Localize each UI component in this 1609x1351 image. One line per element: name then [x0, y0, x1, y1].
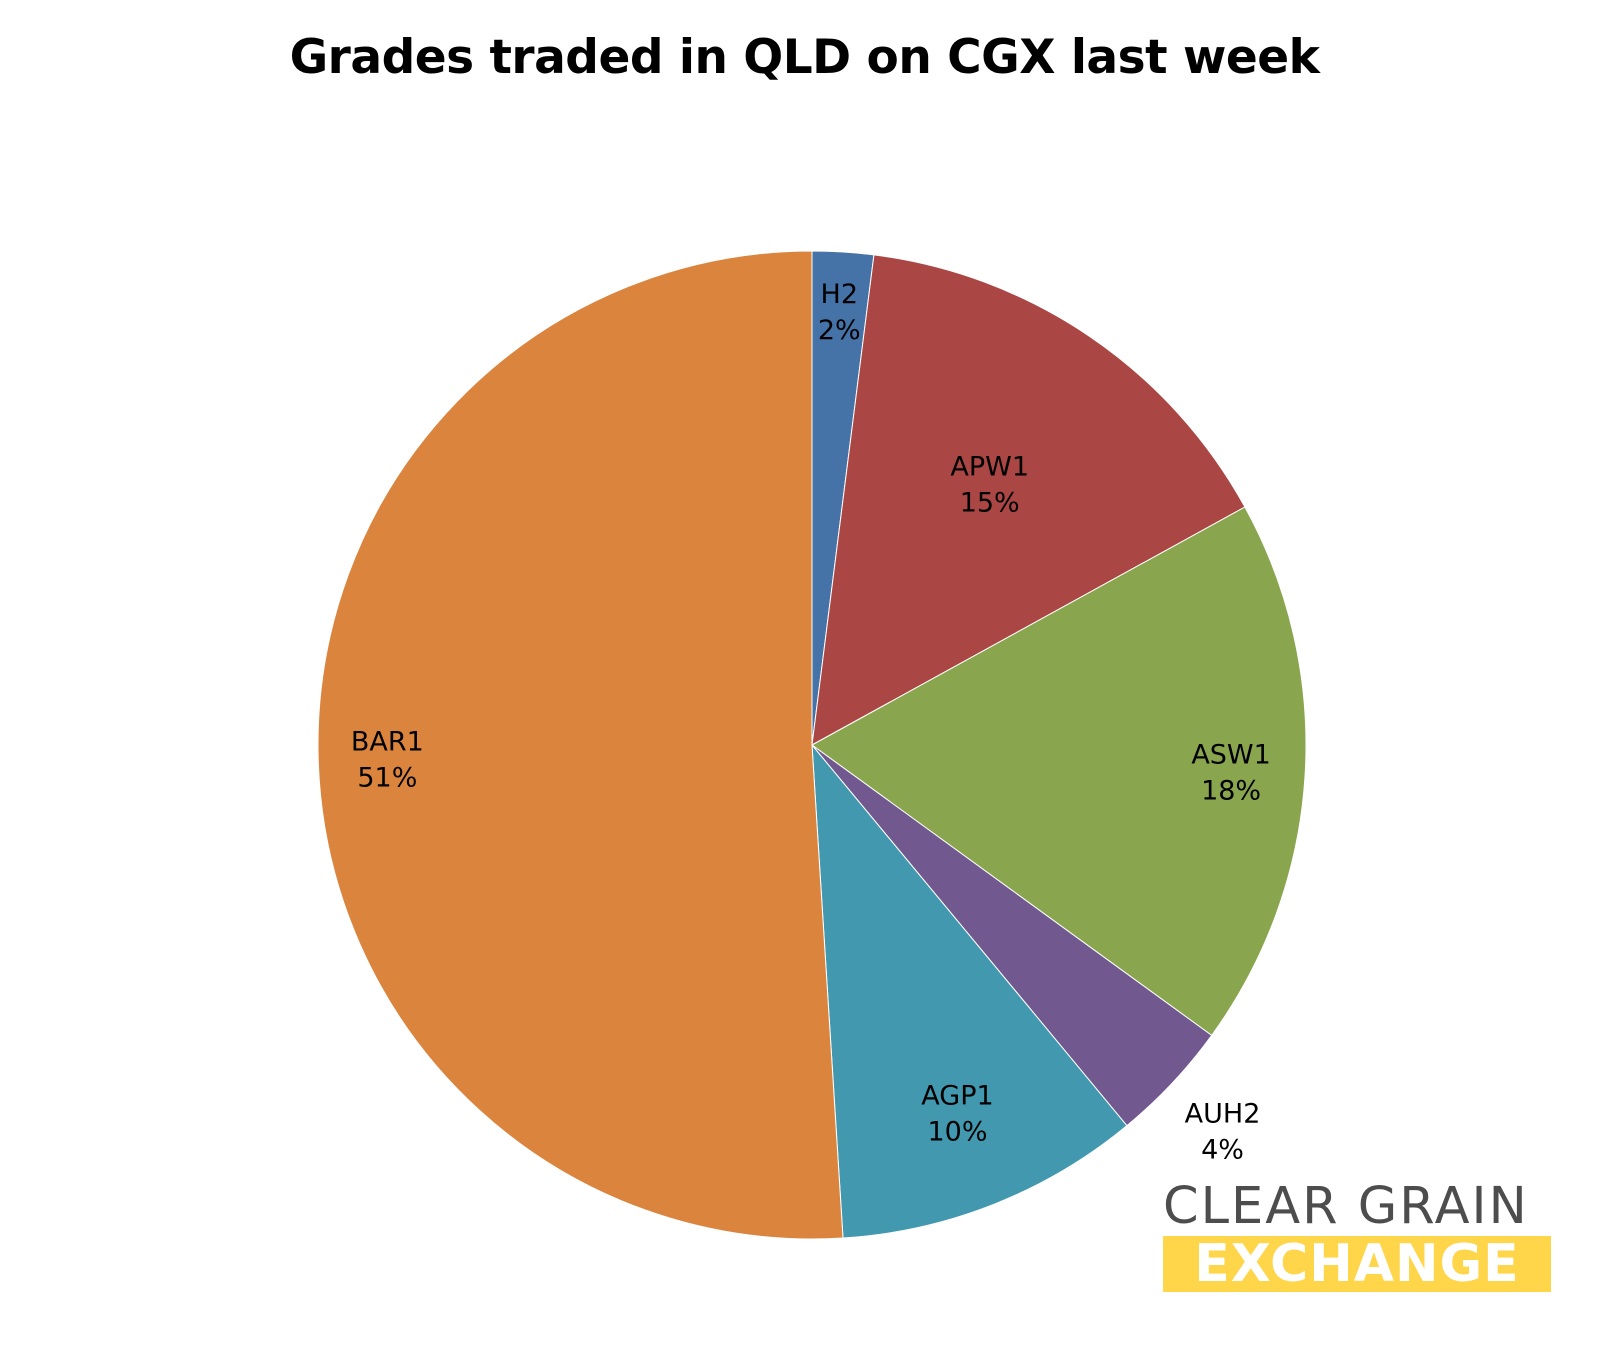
- pie-slices: [317, 250, 1307, 1240]
- pie-slice-asw1: [811, 506, 1307, 1037]
- slice-percent-bar1: 51%: [357, 762, 417, 793]
- pie-slice-bar1: [317, 250, 844, 1240]
- slice-label-bar1: BAR1: [351, 726, 424, 757]
- pie-slice-agp1: [811, 743, 1128, 1239]
- clear-grain-exchange-logo: CLEAR GRAIN EXCHANGE: [1163, 1180, 1553, 1292]
- slice-percent-apw1: 15%: [960, 488, 1020, 519]
- pie-slice-apw1: [811, 254, 1246, 746]
- slice-percent-asw1: 18%: [1201, 775, 1261, 806]
- pie-labels: H2 2% APW1 15% ASW1 18% AUH2 4% AGP1 10% BAR1 51%: [351, 279, 1271, 1165]
- slice-percent-agp1: 10%: [927, 1116, 987, 1147]
- logo-text-line2: EXCHANGE: [1163, 1236, 1551, 1292]
- logo-text-line1: CLEAR GRAIN: [1163, 1177, 1529, 1236]
- slice-label-asw1: ASW1: [1191, 739, 1270, 770]
- slice-label-h2: H2: [821, 279, 858, 310]
- slice-percent-auh2: 4%: [1201, 1135, 1244, 1166]
- slice-label-apw1: APW1: [950, 452, 1029, 483]
- slice-percent-h2: 2%: [818, 315, 861, 346]
- chart-title: Grades traded in QLD on CGX last week: [289, 30, 1320, 85]
- slice-label-agp1: AGP1: [921, 1080, 993, 1111]
- slice-label-auh2: AUH2: [1185, 1099, 1261, 1130]
